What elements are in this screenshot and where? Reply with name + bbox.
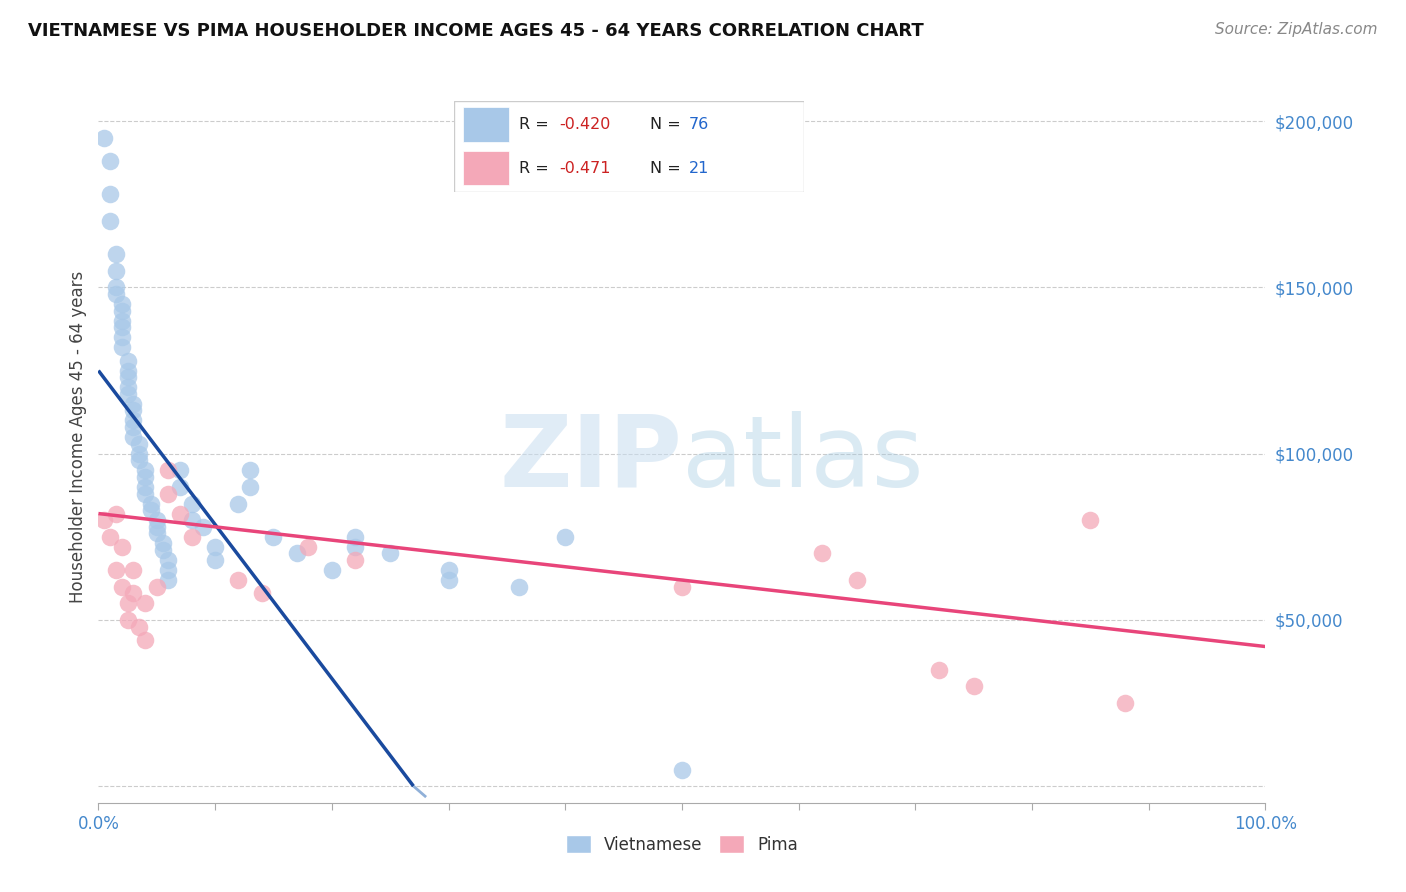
Point	[122, 413, 145, 427]
Point	[228, 573, 250, 587]
Point	[93, 513, 115, 527]
Point	[157, 553, 180, 567]
Point	[104, 507, 127, 521]
Point	[1114, 696, 1136, 710]
Point	[1080, 513, 1102, 527]
Point	[134, 463, 156, 477]
Point	[117, 613, 139, 627]
Point	[157, 563, 180, 577]
Point	[98, 530, 121, 544]
Point	[846, 573, 869, 587]
Point	[111, 320, 134, 334]
Point	[811, 546, 834, 560]
Point	[134, 480, 156, 494]
Point	[239, 463, 262, 477]
Point	[104, 563, 127, 577]
Point	[122, 420, 145, 434]
Point	[134, 486, 156, 500]
Point	[128, 619, 150, 633]
Point	[437, 563, 460, 577]
Point	[928, 663, 950, 677]
Point	[128, 436, 150, 450]
Point	[134, 470, 156, 484]
Point	[111, 340, 134, 354]
Point	[344, 540, 367, 554]
Point	[671, 763, 693, 777]
Text: Source: ZipAtlas.com: Source: ZipAtlas.com	[1215, 22, 1378, 37]
Point	[104, 287, 127, 301]
Text: atlas: atlas	[682, 410, 924, 508]
Point	[117, 596, 139, 610]
Point	[180, 530, 202, 544]
Point	[146, 526, 169, 541]
Point	[122, 397, 145, 411]
Point	[157, 573, 180, 587]
Point	[285, 546, 308, 560]
Point	[122, 430, 145, 444]
Point	[250, 586, 273, 600]
Point	[104, 264, 127, 278]
Point	[134, 596, 156, 610]
Point	[262, 530, 284, 544]
Point	[128, 453, 150, 467]
Point	[146, 513, 169, 527]
Point	[169, 507, 191, 521]
Point	[437, 573, 460, 587]
Point	[128, 447, 150, 461]
Y-axis label: Householder Income Ages 45 - 64 years: Householder Income Ages 45 - 64 years	[69, 271, 87, 603]
Point	[111, 540, 134, 554]
Point	[228, 497, 250, 511]
Point	[239, 480, 262, 494]
Point	[139, 497, 162, 511]
Point	[157, 486, 180, 500]
Point	[98, 214, 121, 228]
Point	[111, 297, 134, 311]
Point	[671, 580, 693, 594]
Point	[180, 513, 202, 527]
Point	[139, 503, 162, 517]
Point	[122, 403, 145, 417]
Point	[157, 463, 180, 477]
Point	[117, 387, 139, 401]
Point	[169, 480, 191, 494]
Point	[297, 540, 319, 554]
Point	[554, 530, 576, 544]
Point	[380, 546, 402, 560]
Point	[104, 280, 127, 294]
Point	[193, 520, 215, 534]
Point	[93, 131, 115, 145]
Point	[117, 380, 139, 394]
Point	[204, 553, 226, 567]
Point	[111, 330, 134, 344]
Point	[111, 580, 134, 594]
Point	[204, 540, 226, 554]
Point	[152, 536, 174, 550]
Point	[111, 314, 134, 328]
Point	[508, 580, 530, 594]
Point	[146, 580, 169, 594]
Point	[962, 680, 984, 694]
Point	[321, 563, 343, 577]
Point	[122, 563, 145, 577]
Point	[344, 530, 367, 544]
Point	[122, 586, 145, 600]
Point	[344, 553, 367, 567]
Legend: Vietnamese, Pima: Vietnamese, Pima	[560, 829, 804, 860]
Point	[117, 353, 139, 368]
Point	[98, 187, 121, 202]
Point	[169, 463, 191, 477]
Text: ZIP: ZIP	[499, 410, 682, 508]
Point	[117, 363, 139, 377]
Point	[152, 543, 174, 558]
Point	[146, 520, 169, 534]
Point	[111, 303, 134, 318]
Text: VIETNAMESE VS PIMA HOUSEHOLDER INCOME AGES 45 - 64 YEARS CORRELATION CHART: VIETNAMESE VS PIMA HOUSEHOLDER INCOME AG…	[28, 22, 924, 40]
Point	[134, 632, 156, 647]
Point	[104, 247, 127, 261]
Point	[117, 370, 139, 384]
Point	[180, 497, 202, 511]
Point	[98, 154, 121, 169]
